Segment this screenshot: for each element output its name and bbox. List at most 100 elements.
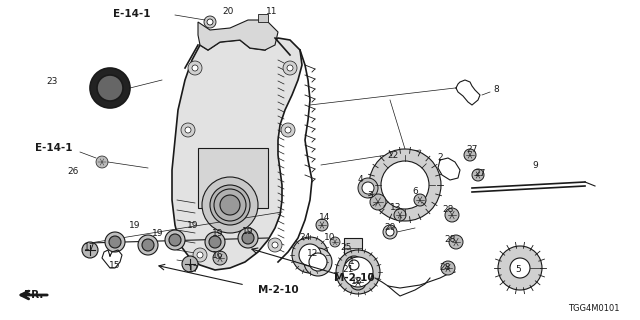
Circle shape [142,239,154,251]
Text: 1: 1 [349,258,355,267]
Circle shape [510,258,530,278]
Circle shape [188,61,202,75]
Circle shape [281,123,295,137]
Circle shape [209,236,221,248]
Circle shape [181,123,195,137]
Text: 24: 24 [300,234,310,243]
Circle shape [82,242,98,258]
Circle shape [383,225,397,239]
Polygon shape [172,38,302,270]
Circle shape [204,16,216,28]
Circle shape [350,274,366,290]
Text: 5: 5 [515,266,521,275]
Circle shape [210,185,250,225]
Text: 25: 25 [340,244,352,252]
Circle shape [272,242,278,248]
Text: 23: 23 [46,77,58,86]
Text: 13: 13 [390,204,402,212]
Circle shape [330,237,340,247]
Text: FR.: FR. [24,290,44,300]
Text: 10: 10 [324,234,336,243]
Circle shape [349,260,359,270]
Circle shape [214,189,246,221]
Text: 19: 19 [129,221,141,230]
Text: 3: 3 [367,190,373,199]
Text: 7: 7 [367,274,373,283]
Circle shape [220,195,240,215]
Text: 22: 22 [387,150,399,159]
Circle shape [182,256,198,272]
Circle shape [285,127,291,133]
Text: 11: 11 [266,7,278,17]
Circle shape [464,149,476,161]
Circle shape [309,253,327,271]
Circle shape [441,261,455,275]
Circle shape [362,182,374,194]
Circle shape [193,248,207,262]
Circle shape [202,177,258,233]
Circle shape [369,149,441,221]
Bar [258,14,268,22]
Circle shape [370,194,386,210]
Circle shape [498,246,542,290]
Text: 9: 9 [532,161,538,170]
Circle shape [316,219,328,231]
Circle shape [358,178,378,198]
Circle shape [336,250,380,294]
Text: M-2-10: M-2-10 [258,285,298,295]
Circle shape [386,228,394,236]
Circle shape [445,208,459,222]
Circle shape [205,232,225,252]
Bar [344,238,362,260]
Circle shape [381,161,429,209]
Circle shape [165,230,185,250]
Text: E-14-1: E-14-1 [113,9,151,19]
Circle shape [304,248,332,276]
Circle shape [90,68,130,108]
Circle shape [105,232,125,252]
Text: 29: 29 [384,223,396,233]
Text: 2: 2 [437,154,443,163]
Text: 20: 20 [222,7,234,17]
Text: 4: 4 [357,175,363,185]
Text: 26: 26 [67,167,79,177]
Text: 14: 14 [319,213,331,222]
Text: 8: 8 [493,85,499,94]
Text: 19: 19 [188,221,199,230]
Circle shape [207,19,213,25]
Circle shape [283,61,297,75]
Circle shape [192,65,198,71]
Circle shape [472,169,484,181]
Text: TGG4M0101: TGG4M0101 [568,304,620,313]
Circle shape [414,194,426,206]
Circle shape [109,236,121,248]
Circle shape [213,251,227,265]
Text: 19: 19 [152,229,164,238]
Text: 21: 21 [342,266,354,275]
Text: 15: 15 [109,261,121,270]
Bar [198,148,268,208]
Text: 28: 28 [442,205,454,214]
Text: 19: 19 [212,229,224,238]
Circle shape [394,209,406,221]
Circle shape [343,257,373,287]
Circle shape [299,244,321,266]
Circle shape [345,256,363,274]
Text: M-2-10: M-2-10 [333,273,374,283]
Polygon shape [198,20,278,50]
Text: 27: 27 [467,146,477,155]
Text: 28: 28 [439,263,451,273]
Text: E-14-1: E-14-1 [35,143,73,153]
Circle shape [97,75,123,101]
Circle shape [268,238,282,252]
Circle shape [238,228,258,248]
Text: 16: 16 [212,252,224,260]
Text: 6: 6 [412,188,418,196]
Text: 19: 19 [243,228,253,236]
Circle shape [292,237,328,273]
Text: 17: 17 [188,266,200,275]
Circle shape [242,232,254,244]
Text: 28: 28 [444,236,456,244]
Text: 12: 12 [307,250,319,259]
Circle shape [185,127,191,133]
